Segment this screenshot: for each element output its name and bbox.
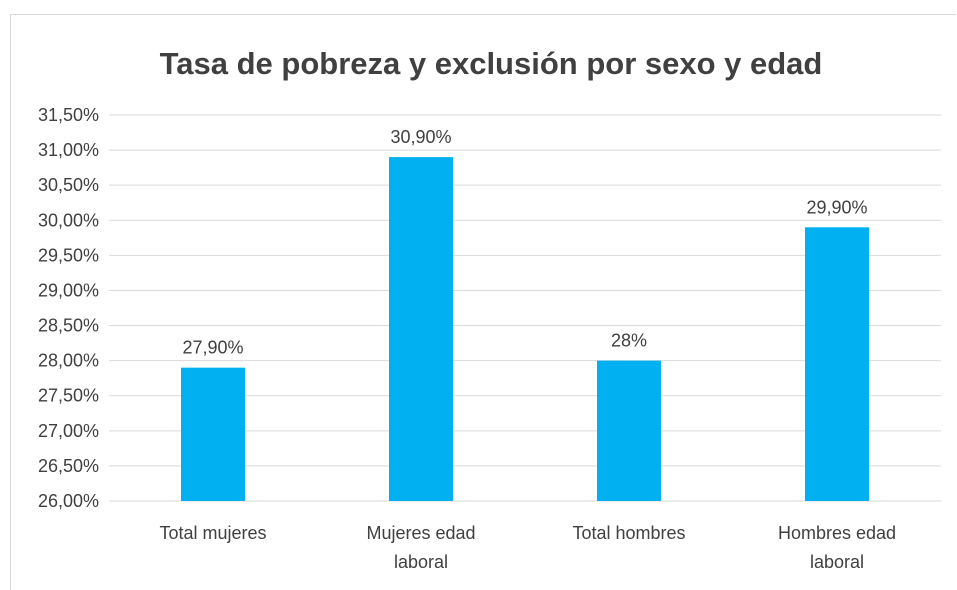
data-labels: 27,90% 30,90% 28% 29,90% [182,127,867,358]
y-tick-label: 30,00% [38,210,99,230]
data-label: 29,90% [806,197,867,217]
chart-title: Tasa de pobreza y exclusión por sexo y e… [160,46,823,81]
data-label: 30,90% [390,127,451,147]
bar [389,157,453,502]
bar [597,360,661,501]
y-tick-label: 27,00% [38,421,99,441]
gridlines [109,114,941,502]
x-category-label-line: Mujeres edad [366,523,475,543]
y-tick-label: 28,00% [38,351,99,371]
x-category-label-line: Total hombres [572,523,685,543]
bars [181,157,869,502]
bar [805,227,869,502]
y-tick-label: 30,50% [38,175,99,195]
bar [181,367,245,501]
y-tick-label: 29,00% [38,280,99,300]
x-axis-categories: Total mujeres Mujeres edad laboral Total ho… [159,523,896,572]
y-axis-ticks: 26,00% 26,50% 27,00% 27,50% 28,00% 28,50% 29,0… [38,105,99,511]
x-category-label-line: Hombres edad [778,523,896,543]
x-category-label: Total mujeres [159,523,266,543]
x-category-label: Mujeres edad laboral [366,523,475,572]
y-tick-label: 31,00% [38,140,99,160]
data-label: 28% [611,331,647,351]
y-tick-label: 26,50% [38,456,99,476]
x-category-label: Total hombres [572,523,685,543]
chart-frame: Tasa de pobreza y exclusión por sexo y e… [10,14,956,590]
bar-chart: Tasa de pobreza y exclusión por sexo y e… [38,46,941,572]
x-category-label: Hombres edad laboral [778,523,896,572]
y-tick-label: 27,50% [38,386,99,406]
y-tick-label: 26,00% [38,491,99,511]
y-tick-label: 31,50% [38,105,99,125]
x-category-label-line: laboral [810,552,864,572]
x-category-label-line: Total mujeres [159,523,266,543]
data-label: 27,90% [182,338,243,358]
y-tick-label: 28,50% [38,316,99,336]
x-category-label-line: laboral [394,552,448,572]
y-tick-label: 29,50% [38,245,99,265]
